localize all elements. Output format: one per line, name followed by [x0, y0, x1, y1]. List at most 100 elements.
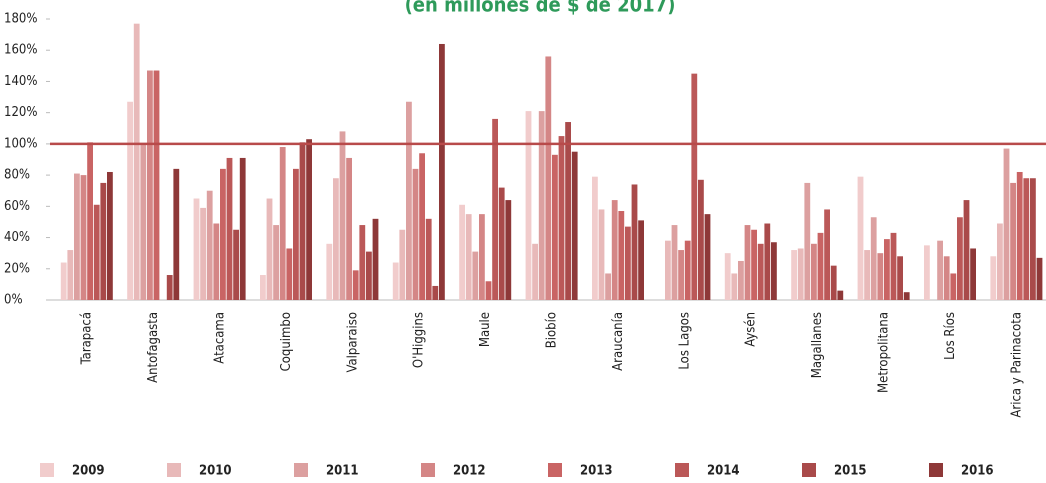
bar — [751, 229, 757, 300]
bar — [704, 214, 711, 300]
bar — [279, 147, 286, 300]
bar — [366, 251, 372, 300]
bar — [611, 200, 618, 300]
bar — [990, 256, 997, 300]
bar — [731, 273, 738, 300]
legend-swatch — [929, 463, 943, 477]
x-tick-label: Los Ríos — [943, 312, 958, 360]
bar — [392, 262, 399, 300]
legend-label: 2010 — [199, 464, 232, 479]
bar — [684, 240, 691, 300]
bar — [970, 248, 976, 300]
bar — [943, 256, 950, 300]
bar — [1036, 257, 1043, 300]
bar — [552, 154, 558, 300]
bar — [260, 275, 266, 300]
x-tick-label: Metropolitana — [877, 312, 892, 393]
bar — [333, 178, 339, 300]
bar — [465, 214, 472, 300]
legend-label: 2015 — [834, 464, 867, 479]
bar — [1023, 178, 1030, 300]
bar — [857, 176, 864, 300]
y-tick-label: 20% — [4, 261, 30, 276]
bar — [771, 242, 777, 300]
bar — [824, 209, 830, 300]
bar — [406, 101, 412, 300]
bar — [698, 179, 704, 300]
bar — [950, 273, 957, 300]
y-tick-label: 0% — [4, 293, 23, 308]
bar — [691, 73, 698, 300]
bar — [1003, 148, 1010, 300]
bar — [598, 209, 605, 300]
legend-label: 2012 — [453, 464, 486, 479]
bar — [472, 251, 479, 300]
bar — [372, 218, 379, 300]
bar — [206, 190, 213, 300]
bar — [479, 214, 485, 300]
bar — [346, 157, 352, 300]
bar — [963, 200, 970, 300]
bar — [226, 157, 233, 300]
x-tick-label: Araucanía — [611, 312, 626, 371]
x-tick-label: O'Higgins — [412, 312, 427, 368]
bar — [439, 43, 445, 300]
bar — [492, 118, 498, 301]
bar — [565, 122, 571, 301]
bar — [239, 157, 246, 300]
bar — [140, 143, 147, 300]
legend-swatch — [167, 463, 181, 477]
bar — [791, 250, 797, 300]
y-tick-label: 140% — [4, 74, 37, 89]
x-tick-label: Aysén — [744, 312, 759, 347]
bar — [638, 220, 644, 300]
bar — [724, 253, 731, 300]
bar — [625, 226, 631, 300]
bar — [744, 225, 751, 300]
bar — [665, 240, 671, 300]
legend-swatch — [802, 463, 816, 477]
bar — [326, 243, 333, 300]
x-tick-label: Antofagasta — [146, 312, 161, 383]
bar — [837, 290, 844, 300]
legend-label: 2009 — [72, 464, 105, 479]
bar — [897, 256, 903, 300]
bar — [87, 142, 93, 300]
bar — [1010, 182, 1016, 300]
bar — [67, 250, 74, 300]
bar — [618, 211, 625, 300]
bar — [425, 218, 432, 300]
bar — [864, 250, 870, 300]
bar — [60, 262, 67, 300]
legend-swatch — [548, 463, 562, 477]
bar — [220, 168, 226, 300]
bar — [498, 187, 505, 300]
x-tick-label: Maule — [478, 312, 493, 347]
bar — [903, 292, 910, 300]
legend-swatch — [421, 463, 435, 477]
y-tick-label: 160% — [4, 43, 37, 58]
bar — [74, 173, 80, 300]
bar — [459, 204, 465, 300]
bar — [166, 275, 173, 300]
bar — [1030, 178, 1036, 300]
bar — [592, 176, 598, 300]
bar — [538, 111, 545, 300]
legend-label: 2013 — [580, 464, 613, 479]
bar — [173, 168, 180, 300]
bar — [80, 175, 87, 300]
bar — [884, 239, 890, 300]
bar — [419, 153, 425, 300]
bar — [286, 248, 293, 300]
bar — [678, 250, 684, 300]
bar — [505, 200, 512, 300]
bar — [870, 217, 877, 300]
x-tick-label: Los Lagos — [677, 312, 692, 370]
x-tick-label: Biobío — [545, 312, 560, 348]
bar — [399, 229, 406, 300]
y-tick-label: 60% — [4, 199, 30, 214]
legend-swatch — [675, 463, 689, 477]
bar — [571, 151, 578, 300]
bar — [352, 270, 359, 300]
